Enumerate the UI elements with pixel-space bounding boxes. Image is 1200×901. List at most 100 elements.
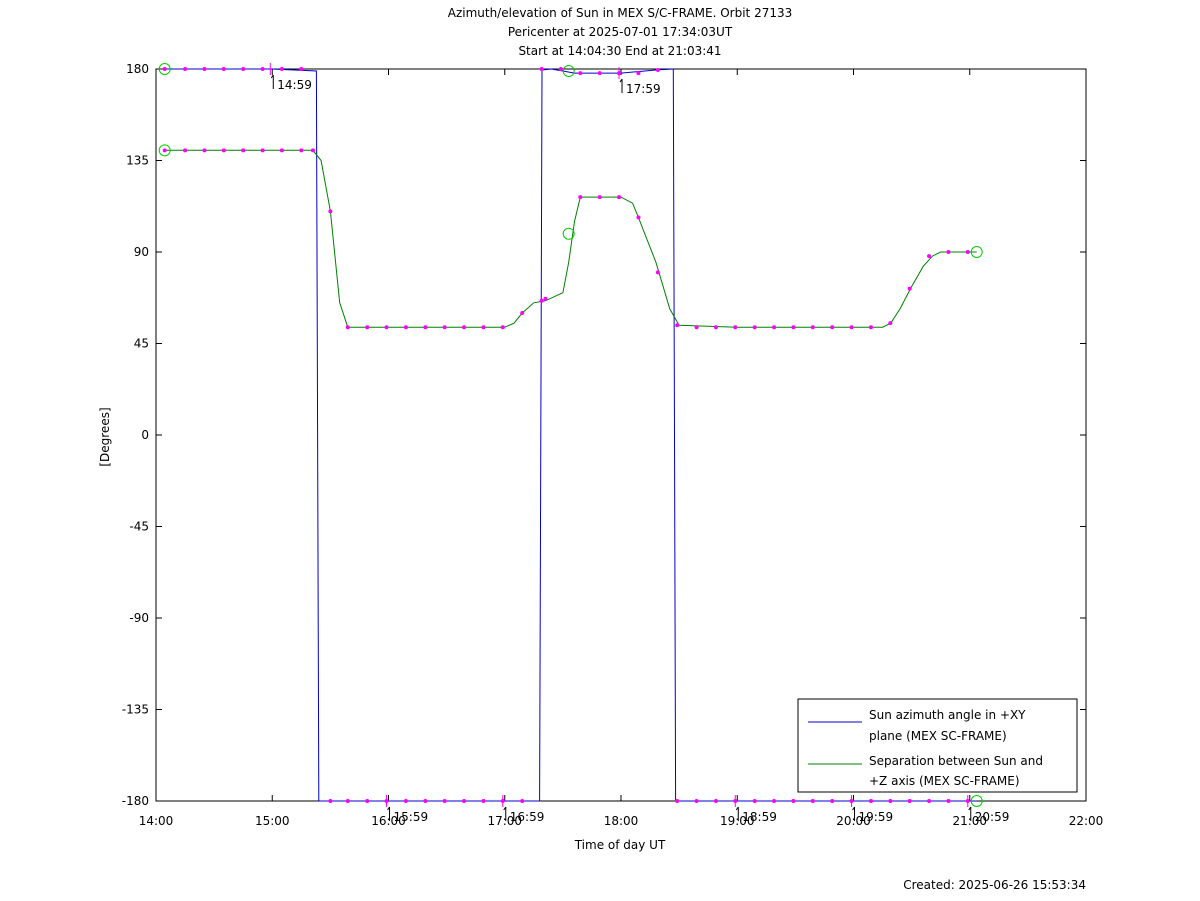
sample-marker [907, 799, 912, 803]
sample-marker [202, 67, 207, 71]
y-tick-label: 90 [134, 245, 149, 259]
y-tick-label: -180 [122, 794, 149, 808]
sample-marker [202, 148, 207, 153]
endpoint-marker [970, 246, 983, 258]
sample-marker [299, 67, 304, 71]
sample-marker [260, 67, 265, 71]
hour-marker-arrowhead [387, 806, 390, 811]
sample-marker [328, 799, 333, 803]
sample-marker [655, 68, 660, 73]
y-axis-label: [Degrees] [98, 407, 112, 466]
sample-marker [597, 195, 602, 200]
endpoint-marker [562, 65, 575, 78]
sample-marker [384, 325, 389, 330]
sample-marker [752, 325, 757, 330]
series-layer [164, 68, 977, 802]
sample-marker [772, 325, 777, 330]
sample-marker [423, 325, 428, 330]
endpoint-marker [158, 63, 171, 75]
plot-frame [155, 68, 1087, 802]
sample-marker [162, 67, 167, 71]
y-tick-label: 180 [126, 62, 149, 76]
legend-label-azimuth-line-1: Sun azimuth angle in +XY [869, 708, 1026, 722]
sample-marker [442, 325, 447, 330]
endpoint-marker [158, 144, 171, 157]
y-tick-label: 0 [141, 428, 149, 442]
created-timestamp: Created: 2025-06-26 15:53:34 [903, 878, 1086, 892]
sample-marker [830, 799, 835, 803]
sample-marker [299, 148, 304, 153]
sample-marker [888, 321, 893, 326]
hour-marker-label: 14:59 [277, 78, 312, 92]
chart-title-line-1: Azimuth/elevation of Sun in MEX S/C-FRAM… [448, 6, 793, 20]
sample-marker [927, 799, 932, 803]
sample-marker [328, 209, 333, 214]
hour-marker-arrowhead [503, 806, 507, 811]
hour-marker-label: 19:59 [859, 810, 894, 824]
hour-marker-arrowhead [735, 806, 739, 811]
x-axis-label: Time of day UT [574, 838, 666, 852]
tick-labels: 14:00 15:00 16:00 17:00 18:00 19:00 20:00 21:00… [122, 62, 1104, 828]
sample-marker [868, 325, 873, 330]
hour-marker-arrowhead [270, 74, 274, 79]
sample-marker [713, 799, 718, 803]
sample-marker [791, 799, 796, 803]
sample-marker [500, 325, 505, 330]
sample-marker [423, 799, 428, 803]
hour-marker-label: 15:59 [394, 810, 429, 824]
sample-marker [403, 799, 408, 803]
sample-marker [752, 799, 757, 803]
plot-area: 14:00 15:00 16:00 17:00 18:00 19:00 20:00 21:00… [122, 62, 1104, 828]
legend-box [797, 698, 1078, 793]
sample-marker [520, 311, 525, 315]
legend-label-separation-line-2: +Z axis (MEX SC-FRAME) [869, 774, 1020, 788]
sample-marker [221, 67, 226, 71]
sample-marker [365, 799, 370, 803]
sample-marker [946, 799, 951, 803]
sample-marker [636, 215, 641, 220]
sample-marker [694, 799, 699, 803]
sample-marker [241, 67, 246, 71]
y-tick-label: 45 [134, 337, 149, 351]
hour-marker-arrowhead [619, 78, 623, 83]
x-tick-label: 18:00 [604, 814, 639, 828]
x-tick-label: 19:00 [720, 814, 755, 828]
legend-label-azimuth-line-2: plane (MEX SC-FRAME) [869, 729, 1007, 743]
sample-marker [345, 325, 350, 330]
sample-marker [183, 67, 188, 71]
y-tick-label: -135 [122, 703, 149, 717]
sample-marker [279, 148, 284, 153]
sample-marker [520, 799, 525, 803]
sample-marker [636, 71, 641, 76]
sample-marker [442, 799, 447, 803]
sample-marker [694, 325, 699, 330]
sample-marker [791, 325, 796, 330]
sample-marker [810, 799, 815, 803]
chart-title-line-2: Pericenter at 2025-07-01 17:34:03UT [508, 25, 733, 39]
sample-marker [539, 298, 544, 303]
sample-marker [655, 270, 660, 275]
series-separation-line [164, 149, 977, 328]
sample-marker [597, 71, 602, 76]
endpoint-marker [970, 795, 983, 807]
sample-marker [558, 67, 563, 71]
x-tick-label: 14:00 [139, 814, 174, 828]
sample-marker [481, 799, 486, 803]
sample-marker [965, 250, 970, 254]
sample-marker [183, 148, 188, 153]
sample-marker [345, 799, 350, 803]
sample-marker [675, 323, 680, 328]
x-tick-label: 17:00 [487, 814, 522, 828]
sample-marker [713, 325, 718, 330]
sample-marker [946, 250, 951, 254]
sample-marker [907, 286, 912, 291]
sample-marker [539, 67, 544, 71]
legend-label-separation-line-1: Separation between Sun and [869, 754, 1043, 768]
legend: Sun azimuth angle in +XY plane (MEX SC-F… [797, 698, 1078, 793]
y-tick-label: -45 [129, 520, 149, 534]
sample-marker [241, 148, 246, 153]
sample-marker [578, 195, 583, 200]
x-tick-label: 20:00 [836, 814, 871, 828]
hour-marker-label: 18:59 [742, 810, 777, 824]
